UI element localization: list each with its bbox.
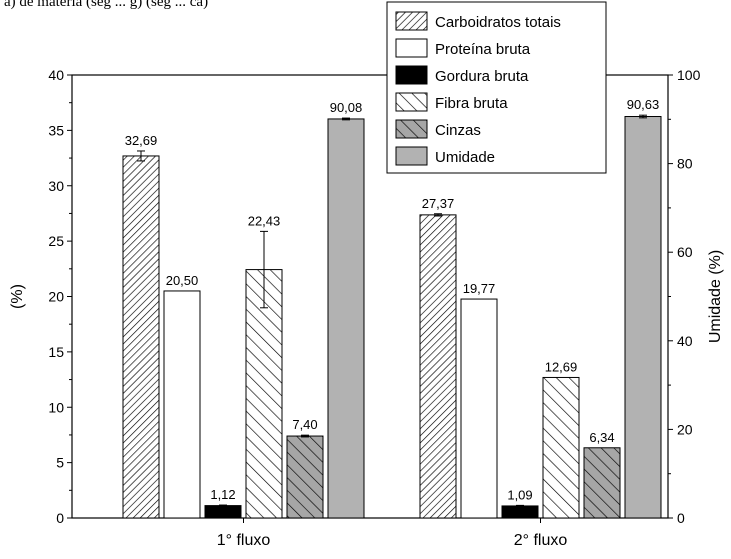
data-label: 27,37 bbox=[422, 196, 455, 211]
y2-axis-label: Umidade (%) bbox=[707, 250, 724, 343]
y-tick-label: 5 bbox=[56, 455, 64, 471]
bar bbox=[122, 155, 160, 519]
bar bbox=[245, 269, 283, 519]
legend-swatch bbox=[395, 65, 428, 85]
data-label: 19,77 bbox=[463, 281, 496, 296]
y-axis-label: (%) bbox=[9, 284, 26, 309]
legend-label: Umidade bbox=[435, 149, 495, 166]
legend-swatch bbox=[395, 146, 428, 166]
legend-swatch bbox=[395, 92, 428, 112]
bar bbox=[583, 447, 621, 519]
y2-tick-label: 80 bbox=[677, 156, 693, 172]
data-label: 32,69 bbox=[125, 133, 158, 148]
legend-swatch bbox=[395, 11, 428, 31]
bar bbox=[542, 376, 580, 519]
data-label: 6,34 bbox=[589, 430, 614, 445]
x-tick-label: 1° fluxo bbox=[217, 532, 271, 549]
y-tick-label: 35 bbox=[48, 122, 64, 138]
bar bbox=[501, 505, 539, 519]
y-tick-label: 30 bbox=[48, 178, 64, 194]
y-tick-label: 10 bbox=[48, 399, 64, 415]
bar bbox=[460, 298, 498, 519]
data-label: 20,50 bbox=[166, 273, 199, 288]
y2-tick-label: 20 bbox=[677, 421, 693, 437]
legend-label: Fibra bruta bbox=[435, 95, 508, 112]
data-label: 90,63 bbox=[627, 97, 660, 112]
bar bbox=[327, 118, 365, 519]
data-label: 7,40 bbox=[292, 417, 317, 432]
y2-tick-label: 40 bbox=[677, 333, 693, 349]
legend-label: Proteína bruta bbox=[435, 41, 531, 58]
y2-tick-label: 60 bbox=[677, 244, 693, 260]
bar bbox=[624, 116, 662, 519]
legend-label: Carboidratos totais bbox=[435, 14, 561, 31]
y-tick-label: 15 bbox=[48, 344, 64, 360]
bar bbox=[163, 290, 201, 519]
y-tick-label: 25 bbox=[48, 233, 64, 249]
legend-label: Cinzas bbox=[435, 122, 481, 139]
data-label: 12,69 bbox=[545, 359, 578, 374]
bar bbox=[204, 505, 242, 519]
y-tick-label: 0 bbox=[56, 510, 64, 526]
data-label: 22,43 bbox=[248, 213, 281, 228]
y-tick-label: 40 bbox=[48, 67, 64, 83]
legend-swatch bbox=[395, 119, 428, 139]
y2-tick-label: 100 bbox=[677, 67, 701, 83]
data-label: 90,08 bbox=[330, 100, 363, 115]
data-label: 1,12 bbox=[210, 487, 235, 502]
legend-label: Gordura bruta bbox=[435, 68, 529, 85]
legend-swatch bbox=[395, 38, 428, 58]
bar bbox=[419, 214, 457, 519]
y-tick-label: 20 bbox=[48, 289, 64, 305]
x-tick-label: 2° fluxo bbox=[514, 532, 568, 549]
header-fragment: a) de matéria (seg ... g) (seg ... ca) bbox=[4, 0, 209, 10]
bar bbox=[286, 435, 324, 519]
data-label: 1,09 bbox=[507, 487, 532, 502]
y2-tick-label: 0 bbox=[677, 510, 685, 526]
